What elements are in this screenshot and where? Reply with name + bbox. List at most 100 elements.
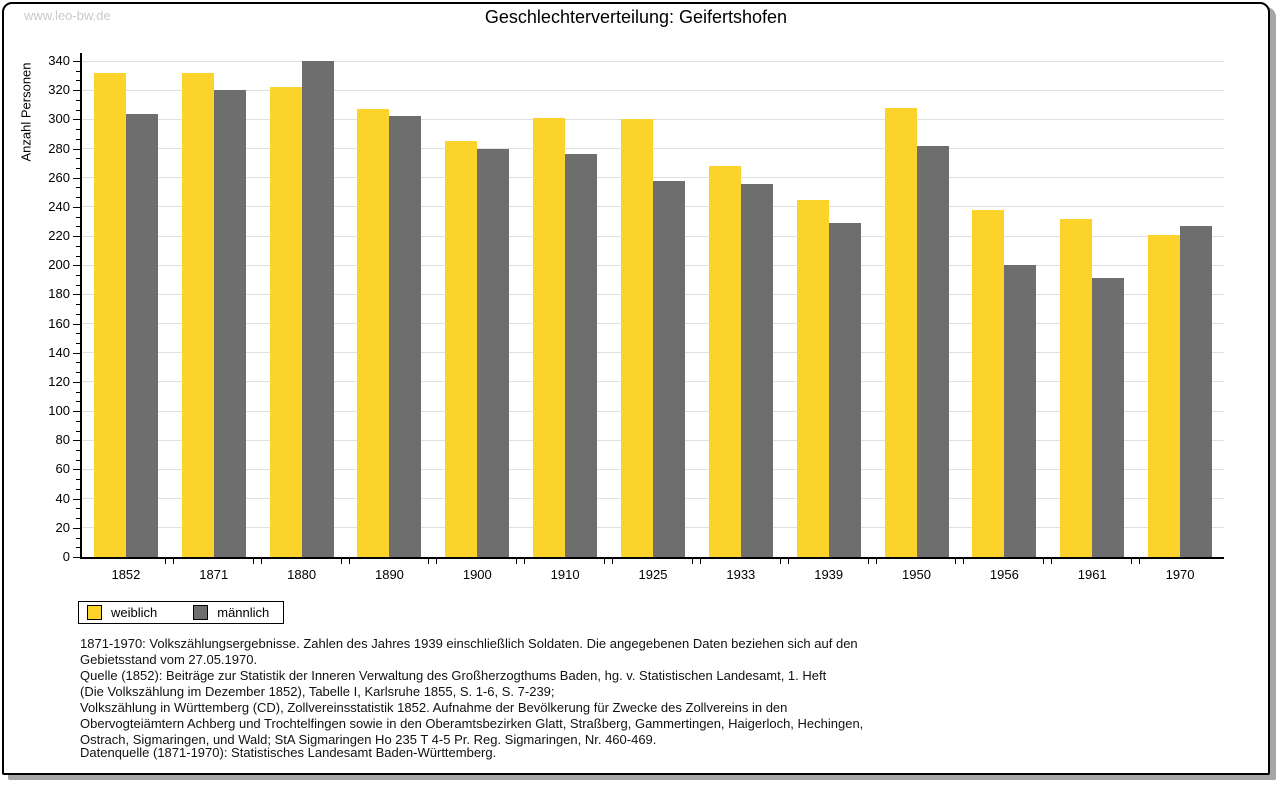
- legend-label-weiblich: weiblich: [111, 605, 158, 620]
- y-minor-tick: [76, 284, 80, 286]
- bar-weiblich-1939: [796, 199, 829, 557]
- x-minor-tick: [1139, 559, 1141, 564]
- x-tick-label: 1939: [814, 567, 844, 582]
- x-minor-tick: [604, 559, 606, 564]
- x-minor-tick: [955, 559, 957, 564]
- gridline-320: [82, 89, 1224, 91]
- y-tick-label: 0: [62, 549, 70, 564]
- bar-männlich-1900: [477, 148, 510, 557]
- legend-item-weiblich: weiblich: [87, 605, 157, 620]
- bar-weiblich-1900: [445, 141, 478, 557]
- x-minor-tick: [867, 559, 869, 564]
- y-major-tick: [73, 294, 80, 296]
- y-minor-tick: [76, 420, 80, 422]
- y-major-tick: [73, 90, 80, 92]
- bar-weiblich-1950: [884, 107, 917, 557]
- bar-männlich-1961: [1092, 278, 1125, 557]
- bar-group-1950: 1950: [873, 61, 961, 582]
- x-minor-tick: [260, 559, 262, 564]
- x-minor-tick: [779, 559, 781, 564]
- gridline-300: [82, 118, 1224, 120]
- plot-area: 1852 1871 1880 1890 1900 1910 1925 1933 1939 1950…: [48, 53, 1224, 582]
- x-minor-tick: [348, 559, 350, 564]
- x-tick-label: 1956: [989, 567, 1019, 582]
- y-minor-tick: [76, 109, 80, 111]
- bar-männlich-1925: [652, 180, 685, 557]
- y-major-tick: [73, 411, 80, 413]
- x-tick-label: 1900: [462, 567, 492, 582]
- datasource-note: Datenquelle (1871-1970): Statistisches L…: [80, 745, 496, 760]
- y-minor-tick: [76, 80, 80, 82]
- legend-label-maennlich: männlich: [217, 605, 270, 620]
- y-minor-tick: [76, 488, 80, 490]
- bar-group-1910: 1910: [521, 61, 609, 582]
- footnote-line: Ostrach, Sigmaringen, und Wald; StA Sigm…: [80, 732, 657, 747]
- y-major-tick: [73, 61, 80, 62]
- y-minor-tick: [76, 547, 80, 549]
- bar-männlich-1939: [828, 222, 861, 557]
- x-minor-tick: [875, 559, 877, 564]
- y-major-tick: [73, 527, 80, 529]
- legend: weiblich männlich: [78, 601, 285, 624]
- y-axis-line: [80, 53, 82, 61]
- y-tick-label: 200: [48, 257, 70, 273]
- footnote-line: Quelle (1852): Beiträge zur Statistik de…: [80, 668, 827, 683]
- x-tick-label: 1970: [1165, 567, 1195, 582]
- bar-group-1880: 1880: [258, 61, 346, 582]
- y-minor-tick: [76, 372, 80, 374]
- y-major-tick: [73, 236, 80, 238]
- y-major-tick: [73, 323, 80, 325]
- y-minor-tick: [76, 245, 80, 247]
- bar-group-1970: 1970: [1136, 61, 1224, 582]
- y-tick-label: 80: [55, 432, 70, 448]
- y-minor-tick: [76, 197, 80, 199]
- y-minor-tick: [76, 391, 80, 393]
- bar-group-1939: 1939: [785, 61, 873, 582]
- bar-weiblich-1956: [972, 209, 1005, 557]
- bar-männlich-1852: [125, 113, 158, 557]
- bar-männlich-1970: [1180, 225, 1213, 557]
- datasource-text: Datenquelle (1871-1970): Statistisches L…: [80, 745, 497, 760]
- bar-group-1852: 1852: [82, 61, 170, 582]
- bar-group-1871: 1871: [170, 61, 258, 582]
- y-major-tick: [73, 557, 80, 558]
- legend-item-maennlich: männlich: [193, 605, 269, 620]
- y-minor-tick: [76, 401, 80, 403]
- y-minor-tick: [76, 187, 80, 189]
- x-minor-tick: [252, 559, 254, 564]
- bar-weiblich-1871: [181, 72, 214, 557]
- y-tick-label: 260: [48, 169, 70, 185]
- x-minor-tick: [524, 559, 526, 564]
- x-tick-label: 1910: [550, 567, 580, 582]
- y-minor-tick: [76, 138, 80, 140]
- y-minor-tick: [76, 70, 80, 72]
- x-minor-tick: [436, 559, 438, 564]
- footnote-line: Volkszählung in Württemberg (CD), Zollve…: [80, 700, 788, 715]
- bar-weiblich-1925: [620, 119, 653, 557]
- y-major-tick: [73, 119, 80, 121]
- y-tick-label: 280: [48, 140, 70, 156]
- x-minor-tick: [612, 559, 614, 564]
- x-minor-tick: [691, 559, 693, 564]
- chart-title: Geschlechterverteilung: Geifertshofen: [484, 7, 788, 27]
- footnote-line: (Die Volkszählung im Dezember 1852), Tab…: [80, 684, 555, 699]
- y-major-tick: [73, 352, 80, 354]
- x-tick-label: 1852: [111, 567, 141, 582]
- bar-group-1961: 1961: [1048, 61, 1136, 582]
- y-major-tick: [73, 440, 80, 442]
- bar-weiblich-1880: [269, 87, 302, 557]
- chart-page: www.leo-bw.de Geschlechterverteilung: Ge…: [2, 2, 1270, 775]
- y-major-tick: [73, 148, 80, 150]
- y-tick-label: 180: [48, 286, 70, 302]
- footnote-line: Obervogteiämtern Achberg und Trochtelfin…: [80, 716, 864, 731]
- x-tick-label: 1880: [287, 567, 317, 582]
- y-minor-tick: [76, 226, 80, 228]
- x-minor-tick: [963, 559, 965, 564]
- y-major-tick: [73, 469, 80, 471]
- y-minor-tick: [76, 274, 80, 276]
- bar-group-1890: 1890: [346, 61, 434, 582]
- bar-weiblich-1910: [533, 117, 566, 557]
- brand-link[interactable]: www.leo-bw.de: [24, 8, 111, 23]
- y-tick-label: 160: [48, 315, 70, 331]
- y-minor-tick: [76, 158, 80, 160]
